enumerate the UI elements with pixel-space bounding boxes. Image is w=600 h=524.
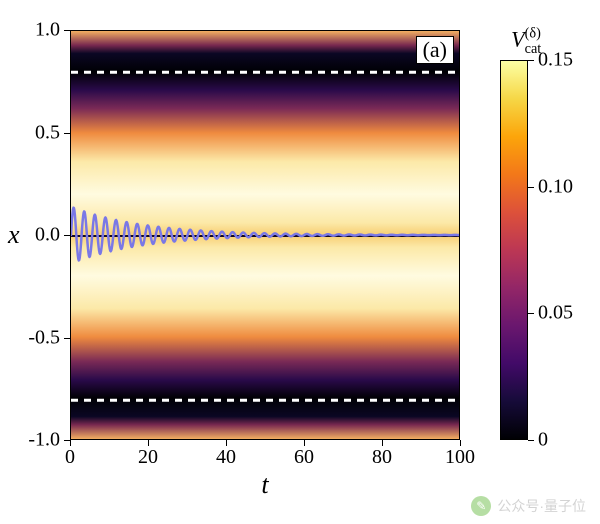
colorbar-tick-label: 0.10 [538, 175, 573, 198]
colorbar-tick-label: 0.05 [538, 302, 573, 325]
panel-label: (a) [416, 36, 454, 64]
figure-container: (a) 0 20 40 60 80 100 -1.0 -0.5 0.0 0.5 1.0 t x 0 0.05 0… [0, 0, 600, 524]
y-tick [64, 440, 70, 441]
y-tick-label: 1.0 [35, 19, 60, 42]
trajectory-line [71, 31, 459, 439]
x-tick-label: 100 [445, 446, 475, 469]
x-tick [226, 440, 227, 446]
watermark-icon: ✎ [471, 496, 491, 516]
y-tick [64, 30, 70, 31]
x-axis-label: t [261, 470, 268, 500]
x-tick-label: 40 [216, 446, 236, 469]
x-tick [70, 440, 71, 446]
x-tick [148, 440, 149, 446]
y-tick-label: -1.0 [28, 429, 60, 452]
x-tick [304, 440, 305, 446]
y-tick-label: -0.5 [28, 326, 60, 349]
watermark-text: 公众号·量子位 [497, 496, 586, 516]
x-tick-label: 80 [372, 446, 392, 469]
colorbar-title: V(δ)cat [511, 26, 541, 52]
y-axis-label: x [8, 220, 20, 250]
x-tick-label: 20 [138, 446, 158, 469]
colorbar-title-sub: cat [525, 41, 542, 58]
x-tick [460, 440, 461, 446]
y-tick-label: 0.5 [35, 121, 60, 144]
colorbar-title-sup: (δ) [525, 26, 541, 42]
y-tick [64, 133, 70, 134]
colorbar-tick-label: 0 [538, 429, 548, 452]
colorbar-tick [528, 60, 534, 61]
watermark: ✎ 公众号·量子位 [471, 496, 586, 516]
x-tick [382, 440, 383, 446]
colorbar-tick [528, 313, 534, 314]
colorbar-tick [528, 440, 534, 441]
y-tick [64, 235, 70, 236]
colorbar-title-base: V [511, 26, 524, 51]
colorbar-tick-label: 0.15 [538, 49, 573, 72]
x-tick-label: 60 [294, 446, 314, 469]
y-tick [64, 338, 70, 339]
y-tick-label: 0.0 [35, 224, 60, 247]
colorbar-tick [528, 187, 534, 188]
x-tick-label: 0 [65, 446, 75, 469]
colorbar [500, 60, 528, 440]
main-plot-axes: (a) [70, 30, 460, 440]
